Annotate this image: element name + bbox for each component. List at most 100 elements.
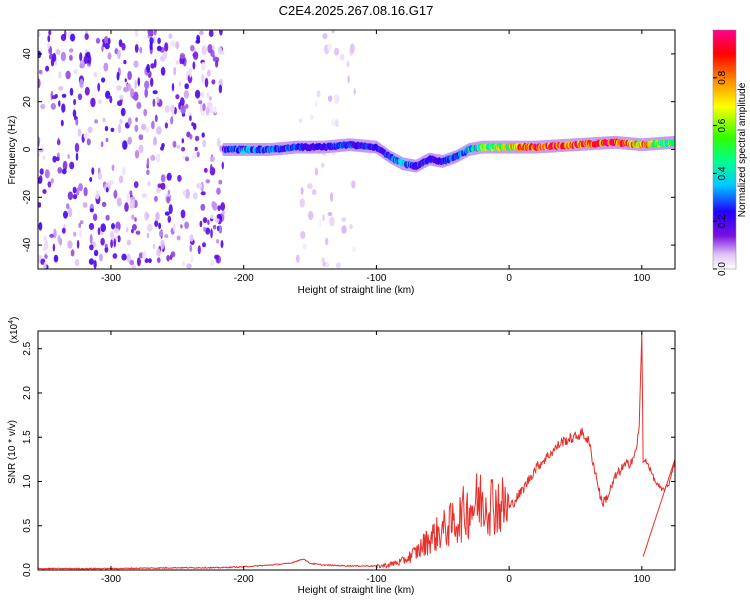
- heatmap-noise-cell: [211, 79, 216, 85]
- x-tick-label: 0: [506, 574, 512, 585]
- heatmap-noise-cell: [131, 214, 135, 220]
- heatmap-noise-cell: [57, 234, 61, 244]
- heatmap-noise-cell: [161, 143, 165, 148]
- heatmap-noise-cell: [58, 71, 62, 79]
- heatmap-noise-cell: [341, 217, 347, 222]
- heatmap-noise-cell: [153, 136, 157, 146]
- heatmap-noise-cell: [179, 53, 186, 59]
- heatmap-noise-cell: [42, 155, 46, 161]
- heatmap-noise-cell: [346, 60, 350, 68]
- heatmap-noise-cell: [48, 30, 52, 36]
- heatmap-noise-cell: [97, 227, 101, 236]
- heatmap-noise-cell: [116, 197, 122, 207]
- y-tick-label: 0.0: [22, 563, 33, 577]
- heatmap-noise-cell: [152, 98, 156, 107]
- snr-x-label: Height of straight line (km): [298, 585, 415, 596]
- heatmap-noise-cell: [75, 187, 80, 196]
- heatmap-noise-cell: [146, 157, 150, 168]
- heatmap-noise-cell: [133, 181, 139, 189]
- heatmap-noise-cell: [219, 145, 223, 152]
- heatmap-noise-cell: [216, 137, 221, 147]
- heatmap-noise-cell: [61, 227, 66, 234]
- heatmap-noise-cell: [212, 55, 216, 62]
- heatmap-noise-cell: [110, 127, 115, 132]
- heatmap-noise-cell: [79, 220, 84, 225]
- heatmap-noise-cell: [147, 258, 152, 264]
- heatmap-noise-cell: [89, 233, 93, 244]
- heatmap-noise-cell: [218, 225, 223, 234]
- heatmap-noise-cell: [141, 193, 147, 198]
- heatmap-noise-cell: [175, 60, 179, 65]
- heatmap-noise-cell: [39, 168, 44, 175]
- heatmap-noise-cell: [38, 202, 42, 208]
- heatmap-noise-cell: [111, 164, 115, 171]
- colorbar-tick-label: 0.2: [717, 214, 728, 228]
- heatmap-noise-cell: [113, 238, 116, 248]
- heatmap-noise-cell: [62, 160, 68, 171]
- heatmap-noise-cell: [307, 183, 313, 190]
- spectrogram-y-label: Frequency (Hz): [7, 116, 18, 185]
- heatmap-noise-cell: [152, 36, 156, 44]
- heatmap-noise-cell: [47, 35, 51, 43]
- heatmap-noise-cell: [184, 221, 190, 229]
- heatmap-noise-cell: [331, 118, 337, 127]
- heatmap-noise-cell: [114, 228, 120, 234]
- heatmap-noise-cell: [180, 224, 183, 229]
- heatmap-noise-cell: [316, 90, 321, 98]
- heatmap-noise-cell: [335, 119, 339, 128]
- heatmap-noise-cell: [120, 107, 126, 117]
- heatmap-noise-cell: [217, 46, 223, 55]
- heatmap-noise-cell: [176, 235, 181, 241]
- heatmap-noise-cell: [166, 254, 170, 262]
- heatmap-noise-cell: [156, 153, 161, 163]
- snr-panel: -300 -200 -100 0 100 0.0 0.5 1.0 1.5 2.0 2.5 Heig…: [7, 317, 676, 596]
- spectrogram-y-ticks: -40 -20 0 20 40: [22, 48, 675, 252]
- heatmap-noise-cell: [196, 151, 200, 158]
- heatmap-noise-cell: [154, 220, 159, 228]
- heatmap-noise-cell: [213, 106, 217, 114]
- heatmap-noise-cell: [86, 51, 91, 58]
- heatmap-noise-cell: [44, 169, 50, 179]
- heatmap-noise-cell: [121, 166, 126, 176]
- heatmap-noise-cell: [67, 240, 73, 249]
- heatmap-noise-cell: [92, 213, 98, 221]
- heatmap-noise-cell: [117, 49, 121, 60]
- heatmap-noise-cell: [341, 225, 347, 234]
- heatmap-noise-cell: [43, 261, 47, 269]
- heatmap-noise-cell: [139, 46, 143, 54]
- heatmap-noise-cell: [162, 51, 168, 59]
- heatmap-noise-cell: [214, 254, 219, 260]
- heatmap-noise-cell: [38, 152, 41, 157]
- heatmap-noise-cell: [153, 30, 157, 36]
- heatmap-noise-cell: [77, 93, 83, 101]
- heatmap-noise-cell: [334, 94, 340, 104]
- heatmap-noise-cell: [134, 30, 139, 38]
- heatmap-noise-cell: [67, 154, 70, 159]
- snr-y-label: SNR (10 * v/v): [7, 420, 18, 484]
- heatmap-noise-cell: [210, 260, 215, 267]
- heatmap-trace: [221, 135, 675, 173]
- heatmap-noise-cell: [121, 42, 126, 51]
- heatmap-noise-cell: [88, 258, 94, 265]
- heatmap-noise-cell: [87, 126, 93, 134]
- heatmap-noise-cell: [52, 52, 57, 62]
- heatmap-noise-cell: [208, 105, 214, 114]
- heatmap-noise-cell: [176, 144, 181, 149]
- heatmap-noise-cell: [118, 175, 124, 184]
- heatmap-noise-cell: [156, 248, 161, 257]
- heatmap-noise-cell: [122, 140, 128, 150]
- heatmap-noise-cell: [61, 103, 66, 113]
- heatmap-noise-cell: [75, 152, 79, 161]
- y-tick-label: 2.5: [22, 341, 33, 355]
- heatmap-noise-cell: [189, 134, 193, 140]
- heatmap-noise-cell: [158, 222, 162, 230]
- heatmap-noise-cell: [78, 223, 82, 228]
- heatmap-noise-cell: [168, 204, 173, 215]
- heatmap-noise-cell: [69, 54, 73, 61]
- heatmap-noise-cell: [151, 120, 155, 130]
- heatmap-noise-cell: [118, 94, 124, 100]
- heatmap-noise-cell: [189, 69, 192, 78]
- heatmap-noise-cell: [103, 36, 109, 44]
- heatmap-noise-cell: [134, 79, 137, 90]
- heatmap-noise-cell: [197, 245, 201, 255]
